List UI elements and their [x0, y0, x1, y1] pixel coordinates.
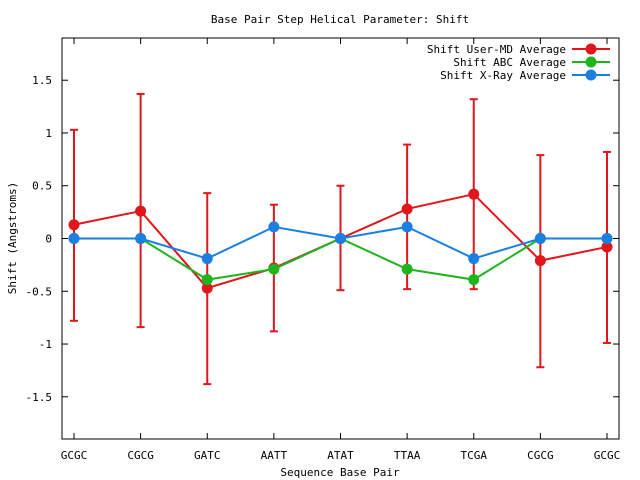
- error-bars: [70, 92, 611, 386]
- data-point: [468, 188, 480, 200]
- x-axis-label: Sequence Base Pair: [280, 466, 400, 479]
- data-point: [201, 253, 213, 265]
- data-point: [68, 233, 80, 244]
- y-tick-label: -0.5: [26, 285, 53, 298]
- data-point: [201, 282, 213, 294]
- data-point: [268, 221, 280, 233]
- data-point: [468, 274, 480, 286]
- x-tick-label: CGCG: [127, 449, 154, 462]
- legend-swatch-marker: [585, 43, 597, 55]
- y-tick-label: -1: [39, 338, 52, 351]
- series-group: [68, 188, 613, 294]
- legend-label: Shift User-MD Average: [427, 43, 566, 56]
- data-point: [268, 263, 280, 275]
- data-point: [468, 253, 480, 265]
- data-point: [601, 241, 613, 253]
- y-tick-label: 0: [45, 233, 52, 246]
- chart-title: Base Pair Step Helical Parameter: Shift: [211, 13, 469, 26]
- data-point: [534, 255, 546, 267]
- x-tick-label: ATAT: [327, 449, 354, 462]
- x-tick-label: AATT: [261, 449, 288, 462]
- data-point: [135, 205, 147, 217]
- y-tick-label: -1.5: [26, 391, 53, 404]
- data-point: [135, 233, 147, 244]
- data-point: [401, 203, 413, 215]
- legend-label: Shift ABC Average: [453, 56, 566, 69]
- x-tick-label: TCGA: [461, 449, 488, 462]
- x-tick-label: CGCG: [527, 449, 554, 462]
- y-axis-label: Shift (Angstroms): [6, 182, 19, 295]
- x-axis: GCGC CGCG GATC AATT ATAT TTAA TCGA CGCG GCGC: [61, 38, 621, 462]
- legend-label: Shift X-Ray Average: [440, 69, 566, 82]
- y-tick-label: 1.5: [32, 74, 52, 87]
- y-axis: -1.5 -1 -0.5 0 0.5 1 1.5: [26, 74, 619, 404]
- x-tick-label: GATC: [194, 449, 221, 462]
- x-tick-label: GCGC: [594, 449, 621, 462]
- x-tick-label: GCGC: [61, 449, 88, 462]
- y-tick-label: 1: [45, 127, 52, 140]
- legend-swatch-marker: [585, 69, 597, 81]
- legend-swatch-marker: [585, 56, 597, 68]
- x-tick-label: TTAA: [394, 449, 421, 462]
- data-point: [534, 233, 546, 244]
- data-point: [68, 219, 80, 231]
- data-point: [201, 274, 213, 286]
- data-point: [401, 221, 413, 233]
- data-point: [335, 233, 346, 244]
- data-point: [401, 263, 413, 275]
- y-tick-label: 0.5: [32, 180, 52, 193]
- data-point: [601, 233, 613, 244]
